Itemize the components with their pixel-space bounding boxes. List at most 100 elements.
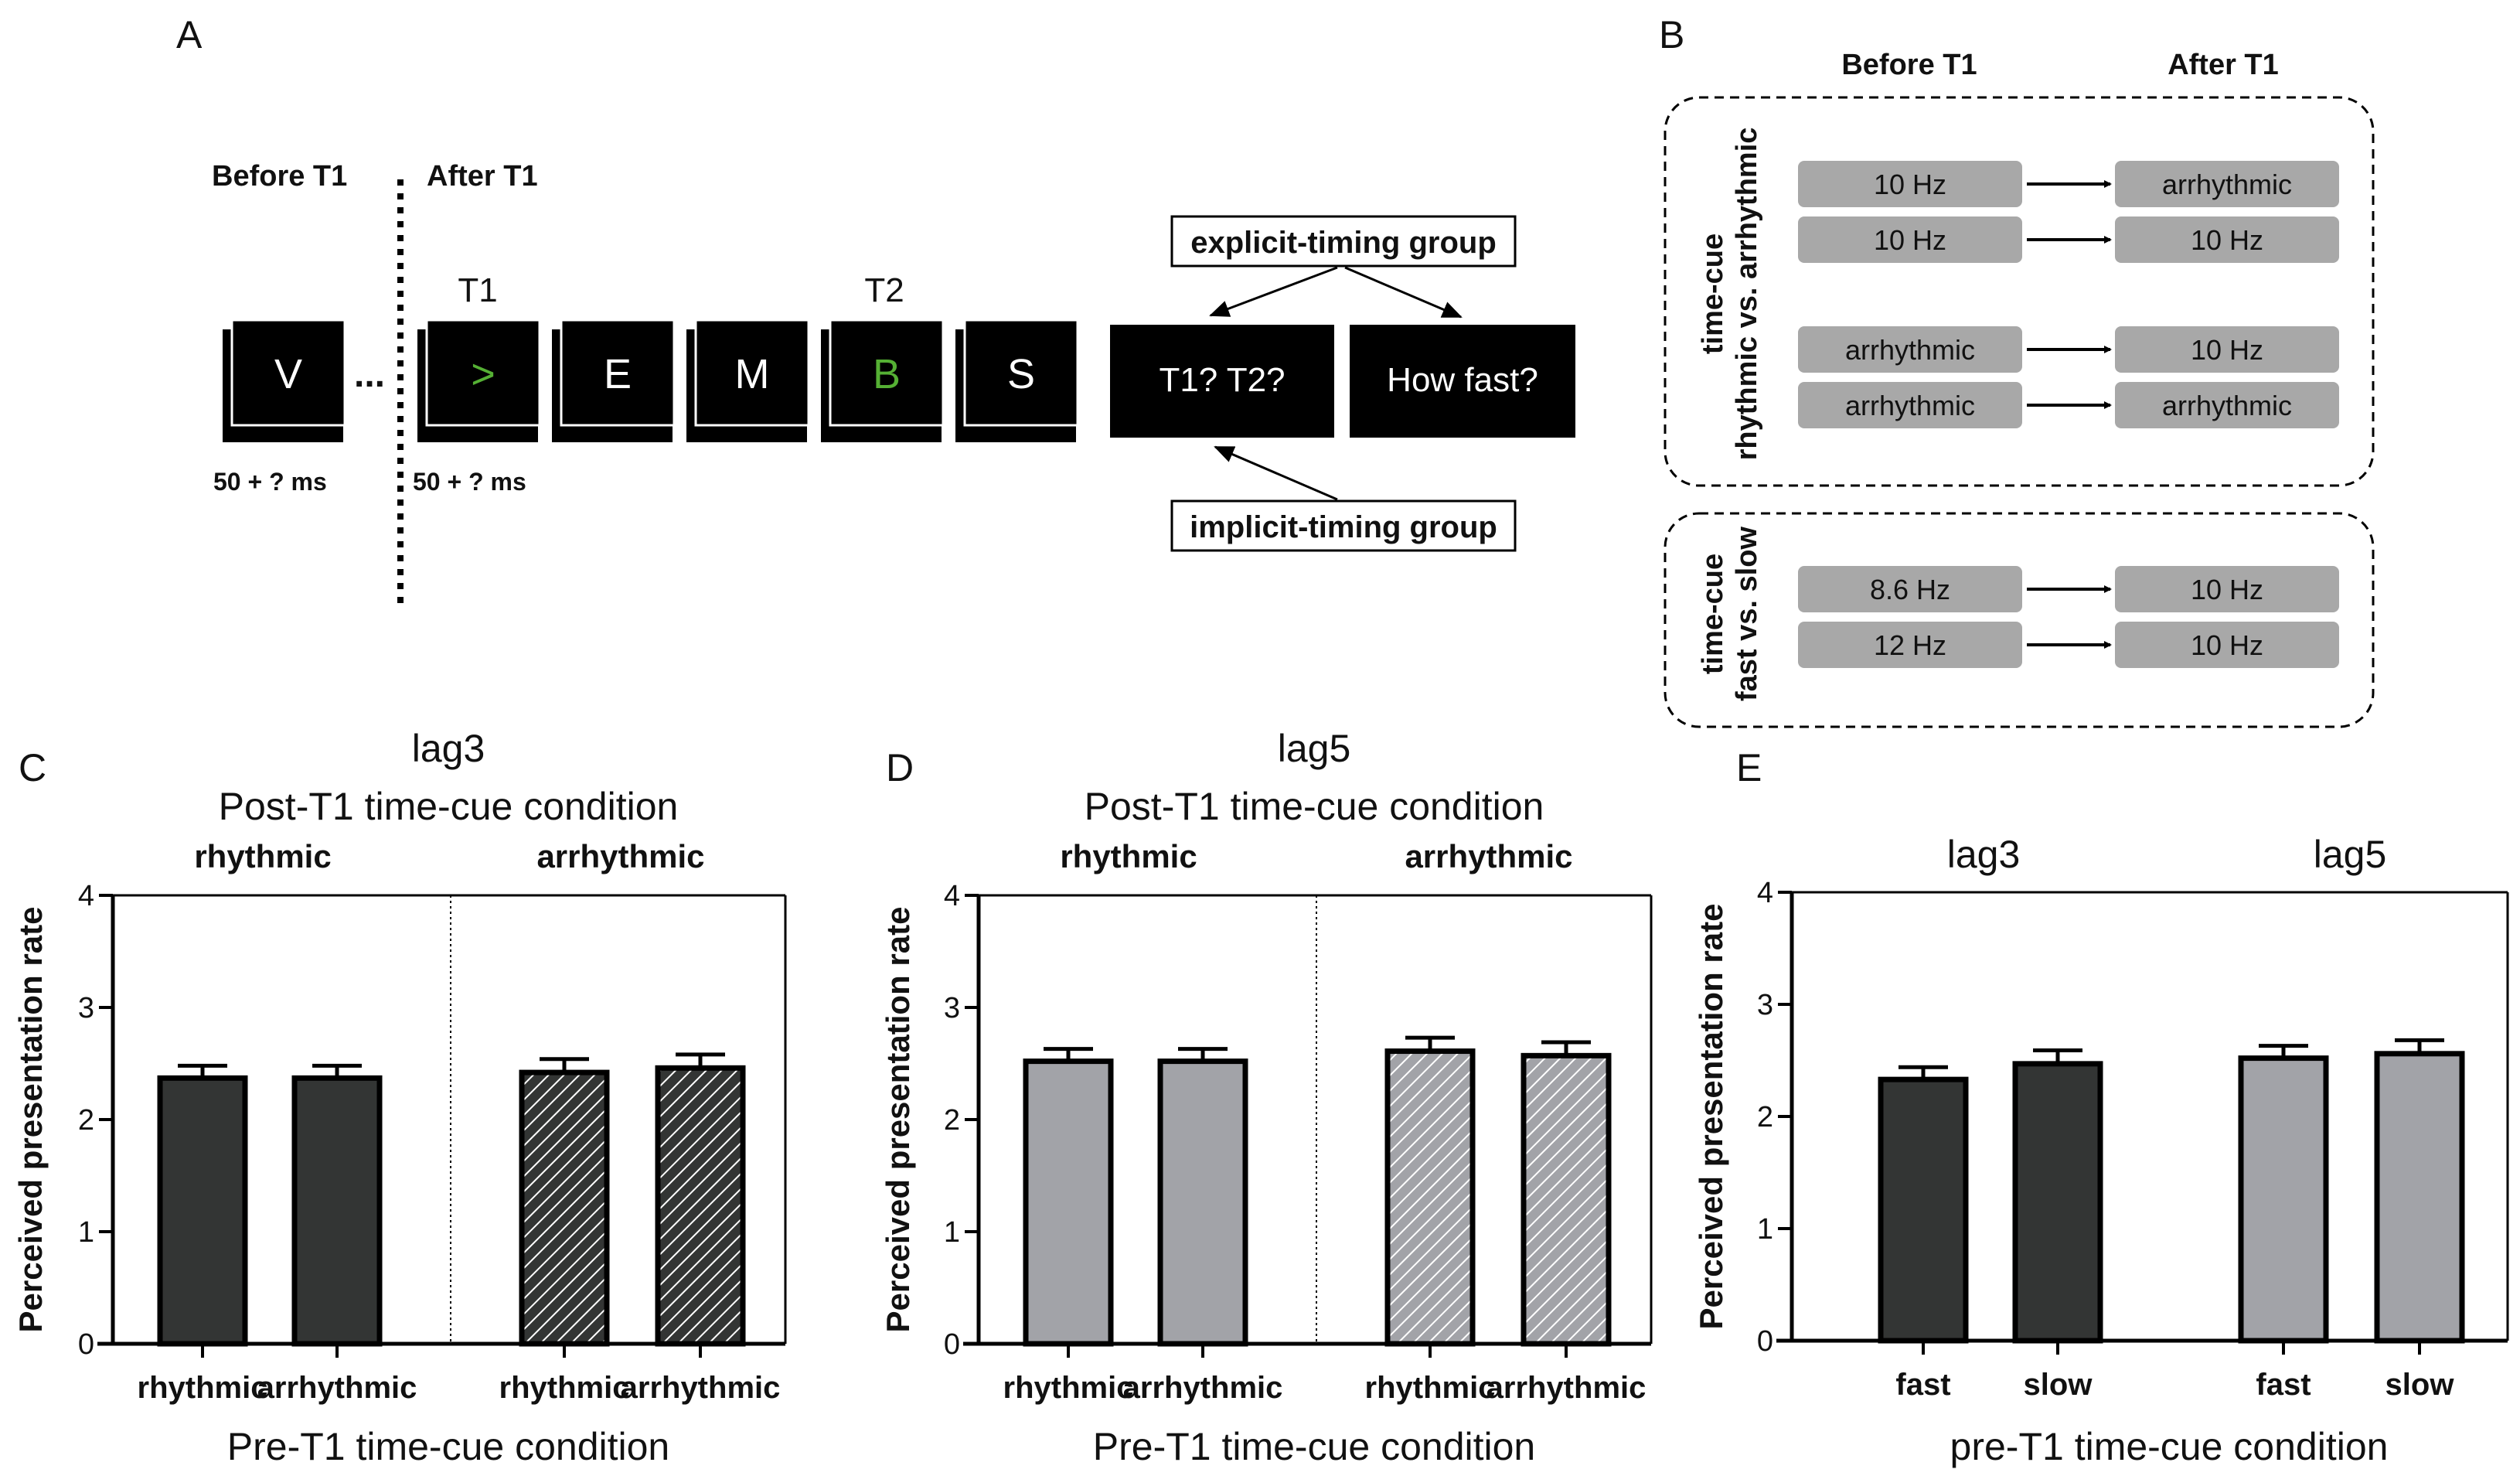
bar	[2374, 1051, 2465, 1344]
b-before-box	[1798, 216, 2022, 263]
duration-before: 50 + ? ms	[213, 468, 327, 496]
bar	[1878, 1076, 1969, 1344]
b-box1-label-line2: rhythmic vs. arrhythmic	[1731, 128, 1763, 461]
b-after-box	[2115, 216, 2339, 263]
x-tick-label: fast	[2256, 1368, 2311, 1402]
b-after-label: After T1	[2168, 49, 2279, 81]
b-before-text: 10 Hz	[1874, 169, 1946, 200]
y-tick-label: 2	[78, 1104, 94, 1137]
b-before-box	[1798, 622, 2022, 668]
frame-letter: S	[1007, 351, 1035, 397]
group-label: lag3	[1947, 833, 2021, 876]
y-tick-label: 0	[944, 1328, 960, 1361]
x-tick-label: rhythmic	[499, 1371, 630, 1405]
group-label: rhythmic	[194, 838, 331, 874]
y-tick-label: 1	[1757, 1213, 1773, 1246]
y-tick-label: 4	[78, 880, 94, 912]
y-tick-label: 4	[1757, 877, 1773, 909]
panel-b: Before T1 After T1 time-cue rhythmic vs.…	[1664, 49, 2375, 728]
b-before-text: 12 Hz	[1874, 629, 1946, 661]
x-tick-label: arrhythmic	[1123, 1371, 1283, 1405]
panel-a: Before T1 After T1 T1 T2 ... 50 + ? ms 5…	[212, 160, 1575, 603]
frame-letter: V	[274, 351, 302, 397]
frame-front	[230, 319, 346, 427]
implicit-group-label: implicit-timing group	[1190, 510, 1497, 544]
x-tick-label: rhythmic	[138, 1371, 268, 1405]
frame-letter: E	[604, 351, 632, 397]
bar	[1384, 1048, 1476, 1347]
b-after-text: arrhythmic	[2162, 390, 2292, 421]
question-box-t1-t2	[1110, 325, 1334, 438]
y-tick-label: 0	[1757, 1325, 1773, 1358]
y-tick-label: 4	[944, 880, 960, 912]
y-axis-label: Perceived presentation rate	[12, 907, 49, 1333]
y-tick-label: 3	[944, 992, 960, 1024]
group-label: lag5	[2314, 833, 2387, 876]
b-group-box-rate	[1664, 512, 2375, 728]
x-tick-label: arrhythmic	[1486, 1371, 1647, 1405]
chart-title-line2: Post-T1 time-cue condition	[1085, 785, 1544, 828]
b-after-text: 10 Hz	[2191, 629, 2263, 661]
panel-letter-d: D	[886, 746, 914, 789]
b-after-box	[2115, 382, 2339, 428]
b-before-text: arrhythmic	[1845, 390, 1975, 421]
b-after-box	[2115, 622, 2339, 668]
bar	[157, 1075, 248, 1347]
bar	[291, 1075, 383, 1347]
b-after-text: 10 Hz	[2191, 334, 2263, 366]
bar	[519, 1069, 610, 1347]
panel-letter-e: E	[1736, 746, 1762, 789]
implicit-arrow	[1214, 445, 1338, 501]
after-t1-label: After T1	[427, 160, 538, 193]
y-tick-label: 0	[78, 1328, 94, 1361]
panel-letter-c: C	[19, 746, 46, 789]
group-label: arrhythmic	[1405, 838, 1572, 874]
question-box-how-fast	[1350, 325, 1575, 438]
explicit-arrow-right	[1344, 266, 1463, 319]
frame-front	[694, 319, 810, 427]
explicit-group-box	[1170, 215, 1517, 268]
x-axis-label: Pre-T1 time-cue condition	[227, 1425, 669, 1468]
bar	[1023, 1058, 1114, 1347]
t2-label: T2	[864, 271, 904, 309]
x-axis-label: Pre-T1 time-cue condition	[1093, 1425, 1535, 1468]
b-box2-label-line2: fast vs. slow	[1731, 527, 1763, 701]
y-tick-label: 1	[78, 1216, 94, 1249]
b-after-box	[2115, 161, 2339, 207]
x-tick-label: slow	[2385, 1368, 2455, 1402]
b-after-box	[2115, 566, 2339, 612]
frame-letter: M	[735, 351, 770, 397]
y-tick-label: 2	[944, 1104, 960, 1137]
b-before-box	[1798, 566, 2022, 612]
panel-letter-b: B	[1659, 13, 1684, 56]
b-condition-rows: 10 Hz arrhythmic 10 Hz 10 Hz arrhythmic 10 Hz…	[1798, 161, 2339, 668]
frame-front	[829, 319, 945, 427]
duration-after: 50 + ? ms	[413, 468, 526, 496]
before-t1-label: Before T1	[212, 160, 347, 193]
bar	[2238, 1055, 2329, 1344]
group-label: rhythmic	[1060, 838, 1197, 874]
chart-title-line1: lag5	[1278, 727, 1351, 770]
x-tick-label: rhythmic	[1365, 1371, 1496, 1405]
b-box1-label-line1: time-cue	[1697, 234, 1729, 354]
b-box2-label-line1: time-cue	[1697, 554, 1729, 674]
b-before-box	[1798, 326, 2022, 373]
chart-e: 0 1 2 3 4 fast slow fast slow lag3 lag5 pre-T1 time…	[1693, 833, 2509, 1468]
question-2-text: How fast?	[1387, 361, 1538, 399]
t1-label: T1	[458, 271, 497, 309]
panel-letter-a: A	[176, 13, 203, 56]
x-tick-label: rhythmic	[1003, 1371, 1134, 1405]
b-before-label: Before T1	[1841, 49, 1977, 81]
chart-title-line1: lag3	[412, 727, 485, 770]
b-before-text: 8.6 Hz	[1870, 574, 1950, 605]
x-axis-label: pre-T1 time-cue condition	[1950, 1425, 2389, 1468]
x-tick-label: slow	[2024, 1368, 2093, 1402]
frame-letter: >	[471, 351, 495, 397]
x-tick-label: arrhythmic	[621, 1371, 781, 1405]
b-after-box	[2115, 326, 2339, 373]
bar	[1521, 1052, 1612, 1347]
b-before-box	[1798, 382, 2022, 428]
question-1-text: T1? T2?	[1159, 361, 1285, 399]
